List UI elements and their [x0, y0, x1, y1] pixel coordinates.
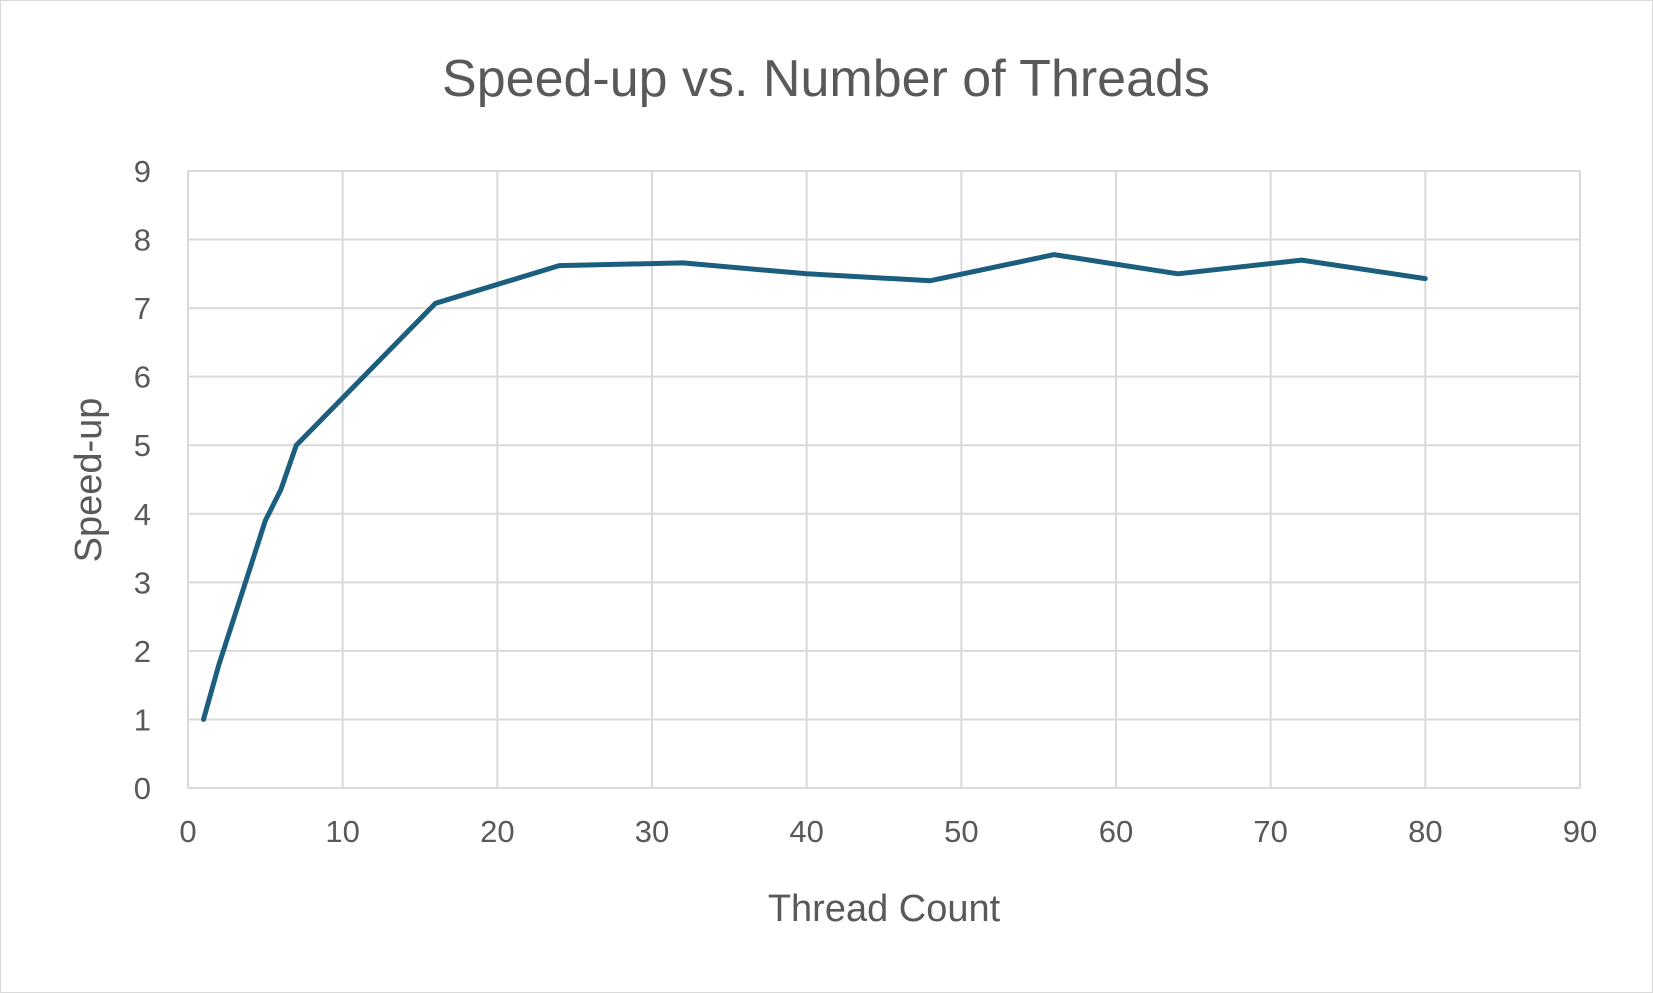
y-tick-label: 0: [134, 771, 151, 806]
y-tick-labels: 0 1 2 3 4 5 6 7 8 9: [134, 154, 151, 806]
y-tick-label: 1: [134, 702, 151, 737]
x-axis-title: Thread Count: [768, 888, 1001, 930]
x-tick-label: 70: [1253, 814, 1287, 849]
x-tick-label: 10: [325, 814, 359, 849]
x-tick-label: 60: [1099, 814, 1133, 849]
series-layer: [201, 252, 1428, 722]
y-tick-label: 8: [134, 223, 151, 258]
grid-layer: [187, 170, 1581, 789]
y-tick-label: 3: [134, 565, 151, 600]
y-tick-label: 7: [134, 291, 151, 326]
series-line: [201, 252, 1428, 722]
x-tick-label: 90: [1563, 814, 1597, 849]
x-tick-label: 40: [789, 814, 823, 849]
y-tick-label: 4: [134, 497, 151, 532]
y-tick-label: 2: [134, 634, 151, 669]
y-axis-title: Speed-up: [68, 398, 110, 563]
x-tick-label: 80: [1408, 814, 1442, 849]
y-tick-label: 9: [134, 154, 151, 189]
x-tick-label: 30: [635, 814, 669, 849]
x-tick-label: 50: [944, 814, 978, 849]
y-tick-label: 6: [134, 360, 151, 395]
x-tick-label: 0: [179, 814, 196, 849]
y-tick-label: 5: [134, 428, 151, 463]
chart-title: Speed-up vs. Number of Threads: [442, 50, 1210, 108]
x-tick-labels: 0 10 20 30 40 50 60 70 80 90: [179, 814, 1597, 849]
x-tick-label: 20: [480, 814, 514, 849]
